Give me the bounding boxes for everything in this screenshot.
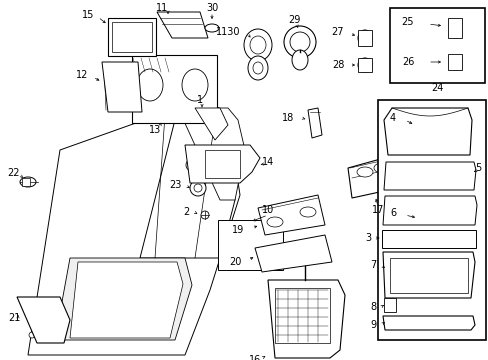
Text: 7: 7 (369, 260, 375, 270)
Text: 28: 28 (331, 60, 344, 70)
Text: 22: 22 (8, 168, 20, 178)
Polygon shape (383, 162, 475, 190)
Polygon shape (178, 108, 244, 200)
Text: 15: 15 (81, 10, 94, 20)
Bar (357, 58, 371, 72)
Ellipse shape (42, 317, 52, 329)
Ellipse shape (194, 184, 202, 192)
Polygon shape (195, 108, 227, 140)
Ellipse shape (284, 26, 315, 58)
Text: 9: 9 (369, 320, 375, 330)
Ellipse shape (357, 58, 371, 72)
Polygon shape (184, 145, 260, 183)
Ellipse shape (291, 50, 307, 70)
Text: 26: 26 (401, 57, 413, 67)
Bar (357, 30, 371, 46)
Ellipse shape (244, 29, 271, 61)
Polygon shape (267, 280, 345, 358)
Ellipse shape (185, 159, 198, 171)
Bar (447, 18, 461, 38)
Text: 30: 30 (205, 3, 218, 13)
Ellipse shape (137, 69, 163, 101)
Ellipse shape (249, 36, 265, 54)
Text: 10: 10 (262, 205, 274, 215)
Ellipse shape (20, 177, 36, 187)
Text: 16: 16 (248, 355, 261, 360)
Ellipse shape (357, 30, 371, 46)
Text: 23: 23 (168, 180, 181, 190)
Polygon shape (383, 108, 471, 155)
Ellipse shape (204, 24, 219, 32)
Ellipse shape (29, 332, 35, 338)
Text: 27: 27 (331, 27, 344, 37)
Ellipse shape (45, 332, 51, 338)
Text: 19: 19 (231, 225, 244, 235)
Ellipse shape (266, 217, 283, 227)
Text: 4: 4 (389, 113, 395, 123)
Bar (389, 8, 484, 83)
Ellipse shape (448, 54, 460, 70)
Bar (22, 178, 30, 186)
Text: 6: 6 (389, 208, 395, 218)
Bar (377, 100, 485, 340)
Polygon shape (140, 95, 235, 258)
Text: 3: 3 (364, 233, 370, 243)
Bar (204, 150, 240, 178)
Text: 12: 12 (76, 70, 88, 80)
Text: 17: 17 (371, 205, 384, 215)
Text: 1: 1 (197, 95, 203, 105)
Ellipse shape (242, 159, 253, 171)
Polygon shape (347, 155, 397, 198)
Polygon shape (28, 95, 240, 355)
Polygon shape (157, 12, 207, 38)
Ellipse shape (252, 62, 263, 74)
Ellipse shape (190, 180, 205, 196)
Ellipse shape (182, 69, 207, 101)
Ellipse shape (247, 56, 267, 80)
Ellipse shape (356, 167, 372, 177)
Bar (112, 22, 152, 52)
Text: 1130: 1130 (215, 27, 240, 37)
Bar (132, 55, 217, 123)
Text: 2: 2 (183, 207, 189, 217)
Text: 20: 20 (228, 257, 241, 267)
Text: 24: 24 (430, 83, 442, 93)
Polygon shape (17, 297, 70, 343)
Polygon shape (254, 235, 331, 272)
Ellipse shape (299, 207, 315, 217)
Text: 25: 25 (401, 17, 413, 27)
Text: 11: 11 (156, 3, 168, 13)
Bar (381, 230, 475, 248)
Ellipse shape (448, 18, 460, 38)
Polygon shape (307, 108, 321, 138)
Polygon shape (102, 62, 142, 112)
Bar (447, 54, 461, 70)
Ellipse shape (37, 332, 43, 338)
Polygon shape (382, 196, 476, 225)
Ellipse shape (289, 32, 309, 52)
Text: 14: 14 (262, 157, 274, 167)
Bar (108, 18, 156, 56)
Text: 21: 21 (8, 313, 20, 323)
Bar (389, 258, 467, 293)
Text: 13: 13 (148, 125, 161, 135)
Polygon shape (382, 316, 474, 330)
Text: 8: 8 (369, 302, 375, 312)
Ellipse shape (53, 332, 59, 338)
Polygon shape (258, 195, 325, 235)
Text: 29: 29 (287, 15, 300, 25)
Ellipse shape (373, 163, 389, 173)
Text: 18: 18 (281, 113, 293, 123)
Ellipse shape (381, 299, 393, 311)
Polygon shape (382, 252, 474, 298)
Bar (218, 220, 283, 270)
Polygon shape (70, 262, 183, 338)
Ellipse shape (201, 211, 208, 219)
Bar (274, 288, 329, 343)
Polygon shape (55, 258, 192, 340)
Bar (383, 298, 395, 312)
Text: 5: 5 (474, 163, 480, 173)
Ellipse shape (37, 311, 57, 335)
